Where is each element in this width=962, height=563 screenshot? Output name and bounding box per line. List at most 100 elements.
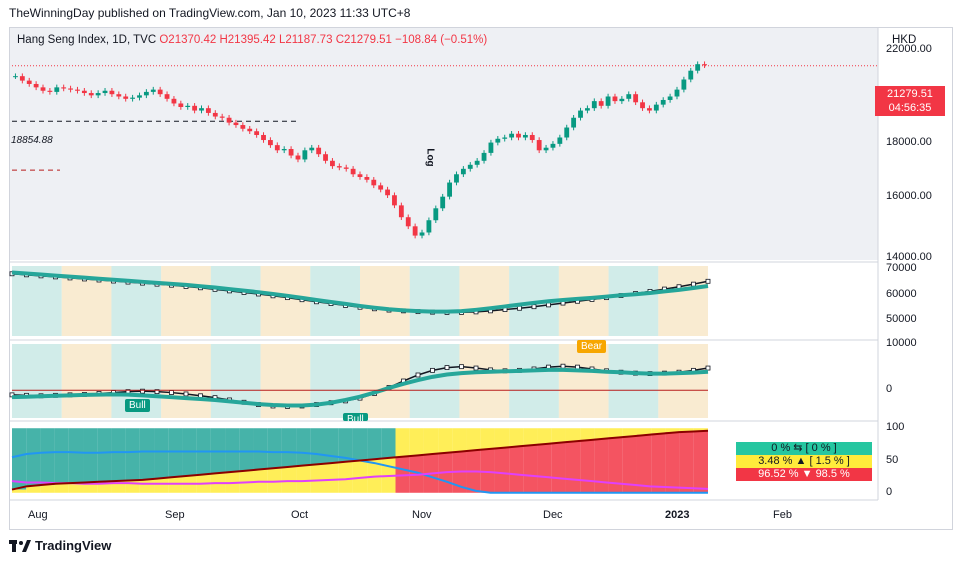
candle (557, 137, 563, 144)
candle (385, 189, 390, 196)
background-band (608, 266, 659, 336)
percent-bar-top (225, 428, 240, 473)
percent-bar-bottom (97, 481, 112, 493)
percent-bar-bottom (665, 432, 680, 493)
percent-bar-top (537, 428, 552, 444)
symbol-legend[interactable]: Hang Seng Index, 1D, TVC O21370.42 H2139… (17, 34, 487, 46)
candle (130, 97, 136, 99)
percent-bar-bottom (111, 481, 126, 493)
bull-label: Bull (125, 399, 150, 412)
candle (143, 91, 149, 96)
background-band (210, 266, 261, 336)
percent-bar-top (97, 428, 112, 482)
level-label: 18854.88 (11, 135, 53, 146)
tradingview-logo-icon (9, 539, 31, 552)
series-marker (415, 372, 421, 378)
percent-bar-top (26, 428, 41, 487)
percent-bar-top (139, 428, 155, 480)
series-marker (459, 364, 464, 370)
percent-bar-bottom (480, 448, 495, 493)
percent-bar-top (338, 428, 353, 462)
percent-bar-bottom (310, 464, 325, 493)
candle (254, 131, 260, 135)
background-band (608, 344, 659, 418)
candle (522, 134, 528, 138)
chart-frame (9, 27, 953, 530)
candle (474, 160, 480, 165)
percent-bar-bottom (296, 465, 311, 493)
percent-bar-top (423, 428, 439, 455)
price-pane (12, 61, 878, 239)
candle (598, 101, 604, 106)
candle (488, 142, 494, 153)
x-tick-label: 2023 (665, 509, 690, 521)
candle (364, 177, 370, 180)
brand-footer[interactable]: TradingView (9, 538, 111, 553)
stat-row-neutral: 0 % ⇆ [ 0 % ] (736, 442, 872, 455)
x-tick-label: Feb (773, 509, 792, 521)
candle (584, 108, 590, 111)
candle (571, 117, 577, 128)
percent-bar-bottom (679, 431, 694, 493)
background-band (111, 266, 162, 336)
percent-bar-bottom (267, 468, 282, 493)
y-tick-label: 0 (886, 485, 893, 498)
percent-bar-top (466, 428, 481, 451)
y-tick-label: 22000.00 (886, 43, 932, 56)
percent-bar-bottom (651, 433, 666, 493)
candle (157, 89, 163, 95)
log-annotation: Log (424, 148, 436, 167)
x-tick-label: Aug (28, 509, 48, 521)
percent-bar-bottom (83, 482, 98, 493)
percent-bar-bottom (622, 435, 637, 493)
background-band (61, 344, 112, 418)
background-band (658, 344, 708, 418)
percent-bar-top (154, 428, 169, 479)
y-tick-label: 10000 (886, 337, 917, 349)
percent-bar-bottom (594, 438, 609, 493)
candle (688, 70, 694, 80)
publisher-header: TheWinningDay published on TradingView.c… (9, 6, 411, 20)
candle (467, 164, 473, 169)
percent-bar-bottom (608, 437, 623, 493)
symbol-name: Hang Seng Index, 1D, TVC (17, 34, 157, 46)
percent-bar-top (310, 428, 325, 465)
candle (350, 168, 356, 175)
candle (529, 134, 535, 141)
candle (516, 133, 521, 138)
percent-bar-top (509, 428, 524, 447)
candle (419, 232, 425, 236)
candle (578, 110, 583, 118)
series-marker (560, 363, 566, 369)
candle (68, 88, 73, 90)
percent-bar-bottom (281, 466, 297, 493)
series-marker (444, 365, 450, 370)
percent-bar-top (523, 428, 538, 446)
background-band (558, 344, 609, 418)
candle (647, 108, 652, 111)
candle (164, 94, 170, 99)
percent-bar-bottom (12, 489, 27, 493)
stat-row-bear: 96.52 % ▼ 98.5 % (736, 468, 872, 481)
candle (660, 99, 666, 105)
bull-label: Bull (343, 413, 368, 421)
y-tick-label: 100 (886, 421, 905, 434)
candle (295, 155, 301, 160)
pane1-bands (12, 266, 708, 336)
background-band (360, 266, 410, 336)
close-value: C21279.51 (335, 34, 392, 46)
series-marker (430, 367, 435, 373)
candle (205, 108, 211, 113)
candle (302, 150, 308, 160)
percent-bar-bottom (494, 447, 510, 493)
series-line (11, 470, 709, 490)
percent-bar-top (381, 428, 396, 458)
series-marker (517, 305, 522, 311)
candle (192, 105, 198, 111)
candle (185, 105, 191, 107)
candle (33, 83, 39, 88)
candle (212, 112, 218, 117)
series-marker (473, 365, 479, 371)
candle (702, 64, 707, 66)
